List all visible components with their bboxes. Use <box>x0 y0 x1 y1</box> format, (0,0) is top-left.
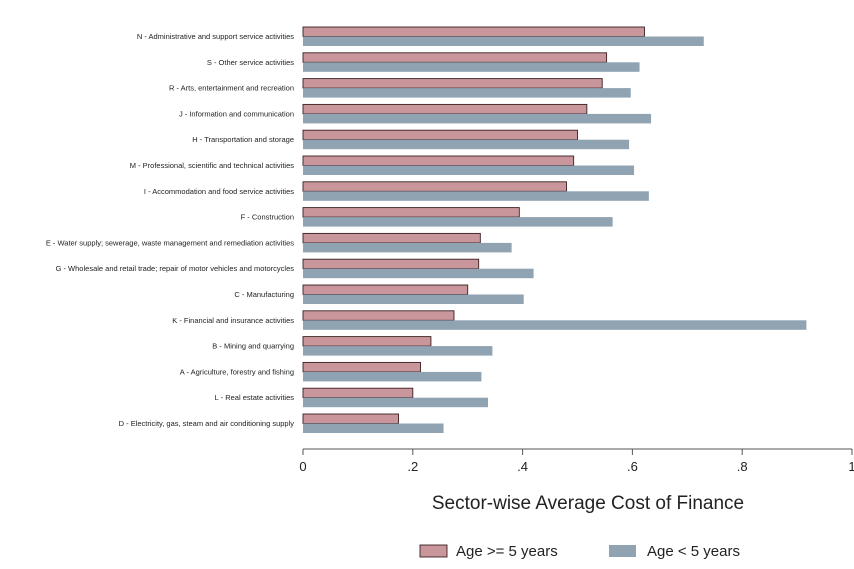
category-label: B - Mining and quarrying <box>212 342 294 351</box>
bar-age-5-plus <box>302 387 414 399</box>
bar-age-5-plus <box>302 310 455 321</box>
x-tick-label: 0 <box>299 459 306 474</box>
legend-swatch-age-5-plus <box>419 544 448 558</box>
category-label: I - Accommodation and food service activ… <box>144 187 294 196</box>
bar-age-under-5 <box>303 242 512 253</box>
bar-age-5-plus <box>302 232 481 244</box>
bar-age-under-5 <box>303 294 524 304</box>
bar-age-under-5 <box>303 36 704 46</box>
bar-age-5-plus <box>302 361 421 373</box>
bar-age-under-5 <box>303 165 635 175</box>
bar-age-under-5 <box>303 397 489 408</box>
category-label: J - Information and communication <box>179 109 294 118</box>
legend: Age >= 5 years Age < 5 years <box>419 543 740 560</box>
bar-age-5-plus <box>302 129 578 141</box>
bar-age-under-5 <box>303 88 631 98</box>
bar-age-under-5 <box>303 423 444 433</box>
x-tick-label: 1 <box>848 459 854 474</box>
bar-age-5-plus <box>302 103 588 115</box>
bar-age-under-5 <box>303 113 652 124</box>
bar-age-5-plus <box>302 284 469 295</box>
category-label: G - Wholesale and retail trade; repair o… <box>56 264 295 273</box>
category-label: H - Transportation and storage <box>192 135 294 144</box>
bar-age-5-plus <box>302 181 567 192</box>
bar-age-5-plus <box>302 78 603 89</box>
bar-age-5-plus <box>302 207 520 218</box>
bar-age-5-plus <box>302 413 399 424</box>
x-tick-label: .2 <box>407 459 418 474</box>
category-label: N - Administrative and support service a… <box>137 32 294 41</box>
bar-age-under-5 <box>303 139 630 150</box>
category-label: S - Other service activities <box>207 58 294 67</box>
category-label: K - Financial and insurance activities <box>172 316 294 325</box>
x-axis-ticks: 0 .2 .4 .6 .8 1 <box>299 449 854 474</box>
bar-age-5-plus <box>302 155 575 166</box>
category-label: C - Manufacturing <box>234 290 294 299</box>
bar-age-5-plus <box>302 336 432 347</box>
category-label: L - Real estate activities <box>215 393 295 402</box>
category-label: R - Arts, entertainment and recreation <box>169 84 294 93</box>
x-axis-title: Sector-wise Average Cost of Finance <box>432 493 744 514</box>
category-label: M - Professional, scientific and technic… <box>130 161 294 170</box>
bar-age-5-plus <box>302 258 480 270</box>
bars-group <box>302 26 807 433</box>
category-labels: N - Administrative and support service a… <box>46 32 294 428</box>
bar-age-5-plus <box>302 52 608 63</box>
category-label: A - Agriculture, forestry and fishing <box>180 367 294 376</box>
legend-label-age-under-5: Age < 5 years <box>647 543 740 560</box>
x-tick-label: .6 <box>627 459 638 474</box>
bar-age-under-5 <box>303 217 613 227</box>
bar-age-under-5 <box>303 320 807 330</box>
category-label: D - Electricity, gas, steam and air cond… <box>119 419 295 428</box>
x-tick-label: .4 <box>517 459 528 474</box>
x-tick-label: .8 <box>737 459 748 474</box>
bar-age-5-plus <box>302 26 645 37</box>
bar-age-under-5 <box>303 371 482 382</box>
bar-age-under-5 <box>303 191 649 201</box>
category-label: E - Water supply; sewerage, waste manage… <box>46 238 294 247</box>
bar-age-under-5 <box>303 268 534 279</box>
category-label: F - Construction <box>241 213 294 222</box>
legend-label-age-5-plus: Age >= 5 years <box>456 543 558 560</box>
legend-swatch-age-under-5 <box>609 545 636 557</box>
bar-age-under-5 <box>303 62 640 72</box>
bar-age-under-5 <box>303 346 493 356</box>
